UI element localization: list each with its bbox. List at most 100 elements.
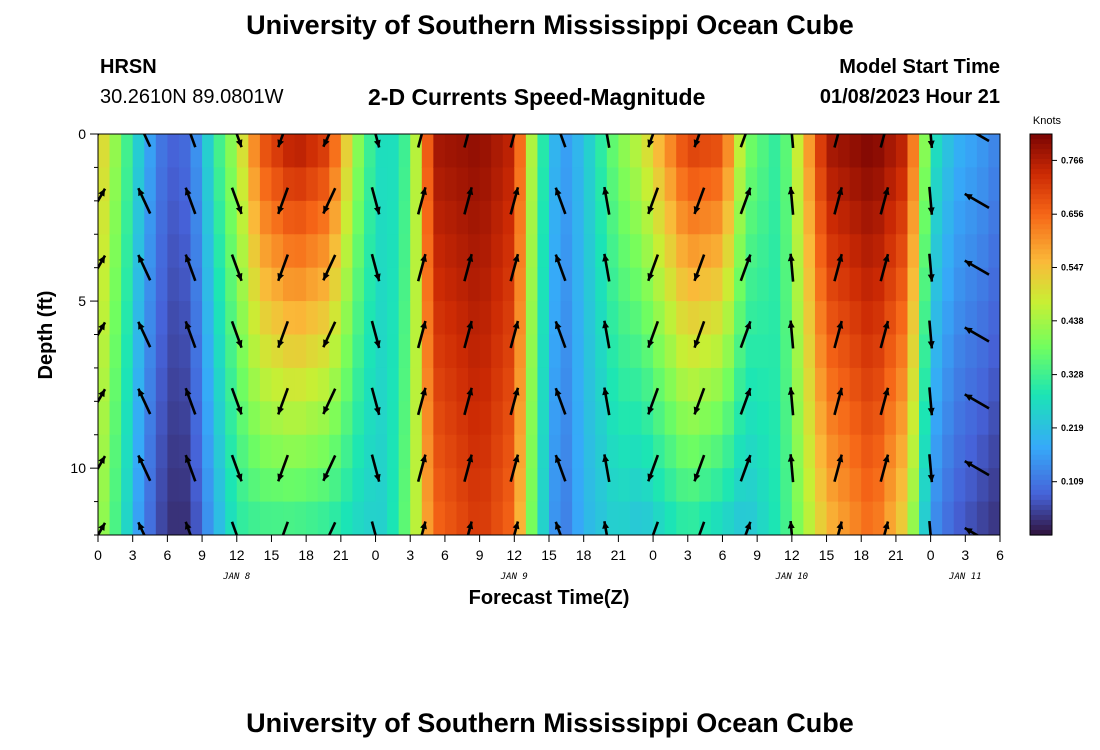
heat-cell [722, 134, 735, 169]
colorbar-segment [1030, 409, 1052, 416]
heat-cell [861, 401, 874, 436]
colorbar-segment [1030, 234, 1052, 240]
colorbar-segment [1030, 474, 1052, 481]
heat-cell [780, 401, 793, 436]
current-vector [833, 253, 844, 282]
heat-cell [814, 134, 828, 169]
heat-cell [144, 434, 157, 469]
current-vector [833, 134, 840, 148]
heat-cell [942, 468, 955, 503]
colorbar-segment [1030, 499, 1052, 506]
heat-cell [618, 301, 631, 336]
y-tick-label: 10 [70, 460, 86, 476]
current-vector [370, 454, 381, 483]
heat-cell [907, 367, 920, 402]
colorbar-tick-label: 0.438 [1061, 316, 1084, 326]
current-vector [833, 454, 844, 483]
current-vector [879, 387, 890, 416]
heat-cell [560, 367, 573, 402]
heat-cell [340, 234, 354, 269]
heat-cell [757, 234, 770, 269]
heat-cell [121, 267, 134, 302]
heat-cell [306, 434, 319, 469]
heat-cell [259, 401, 273, 436]
heat-cell [155, 501, 168, 535]
colorbar-segment [1030, 454, 1052, 461]
colorbar-segment [1030, 279, 1052, 285]
heat-cell [803, 301, 816, 336]
current-vector [137, 521, 146, 535]
colorbar-segment [1030, 434, 1052, 441]
heat-cell [722, 301, 735, 336]
current-vector [184, 387, 197, 415]
heat-cell [988, 200, 1000, 235]
heat-cell [109, 501, 122, 535]
heat-cell [895, 334, 909, 369]
heat-cell [317, 167, 330, 202]
heat-cell [375, 234, 388, 269]
heat-cell [710, 367, 724, 402]
heat-cell [502, 434, 515, 469]
heat-cell [884, 401, 897, 436]
colorbar-segment [1030, 484, 1052, 491]
heat-cell [930, 134, 943, 169]
colorbar-segment [1030, 369, 1052, 376]
colorbar-segment [1030, 309, 1052, 316]
heat-cell [468, 267, 481, 302]
heat-cell [213, 434, 226, 469]
current-vector [137, 454, 152, 482]
heat-cell [757, 167, 770, 202]
heat-cell [398, 401, 411, 436]
heat-cell [444, 267, 458, 302]
heat-cell [699, 468, 712, 503]
x-tick-label: 9 [753, 547, 761, 563]
heat-cell [629, 200, 643, 235]
heat-cell [710, 200, 724, 235]
heat-cell [710, 234, 724, 269]
current-vector [833, 186, 844, 215]
heat-cell [167, 334, 180, 369]
heat-cell [895, 401, 909, 436]
current-vector [142, 134, 152, 148]
heat-cell [387, 468, 400, 503]
heat-cell [456, 434, 469, 469]
heat-cell [144, 501, 157, 535]
heat-cell [768, 234, 781, 269]
heat-cell [722, 501, 735, 535]
heat-cell [213, 401, 226, 436]
colorbar-segment [1030, 324, 1052, 331]
heat-cell [340, 301, 354, 336]
heat-cell [919, 434, 932, 469]
y-tick-label: 0 [78, 126, 86, 142]
current-vector [602, 320, 611, 349]
heat-cell [410, 234, 423, 269]
heat-cell [479, 267, 492, 302]
heat-cell [791, 501, 805, 535]
heat-cell [317, 434, 330, 469]
heat-cell [155, 134, 168, 169]
colorbar-segment [1030, 489, 1052, 496]
heat-cell [641, 367, 654, 402]
heat-cell [965, 401, 978, 436]
heat-cell [803, 501, 816, 535]
heat-cell [699, 334, 712, 369]
heat-cell [306, 468, 319, 503]
colorbar-segment [1030, 214, 1052, 220]
heat-cell [352, 234, 365, 269]
current-vector [787, 387, 795, 416]
heat-cell [780, 200, 793, 235]
current-vector [879, 186, 890, 215]
heat-cell [363, 134, 377, 169]
heat-cell [965, 434, 978, 469]
heat-cell [780, 468, 793, 503]
current-vector [416, 134, 424, 148]
colorbar-segment [1030, 189, 1052, 195]
current-vector [184, 521, 192, 535]
heat-cell [178, 267, 192, 302]
heat-cell [155, 468, 168, 503]
current-vector [927, 186, 935, 215]
model-start-value: 01/08/2023 Hour 21 [819, 86, 1000, 108]
heat-cell [468, 468, 481, 503]
heat-cell [722, 434, 735, 469]
